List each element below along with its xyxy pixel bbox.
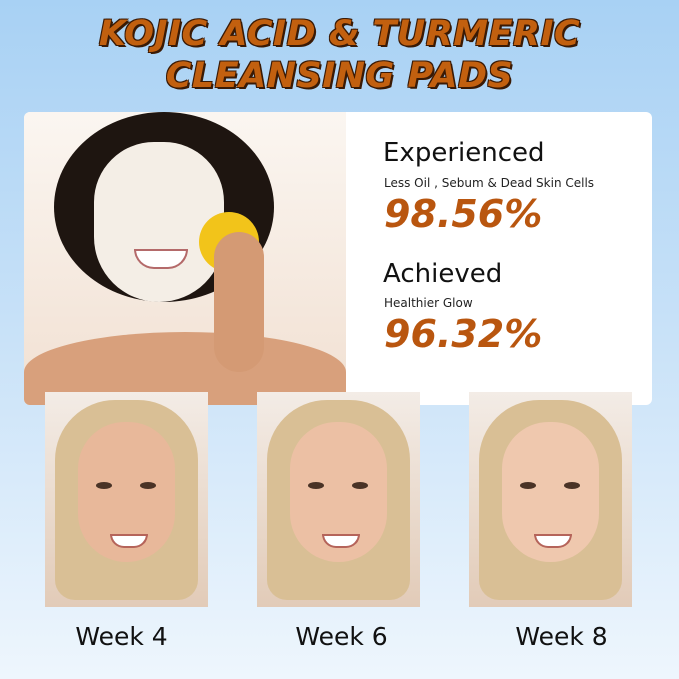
title-line-2: CLEANSING PADS xyxy=(165,56,514,96)
week-label: Week 4 xyxy=(75,622,168,651)
week-label: Week 8 xyxy=(515,622,608,651)
stat-subtitle: Healthier Glow xyxy=(384,296,473,310)
stat-heading: Experienced xyxy=(383,138,545,168)
week-8-photo xyxy=(469,392,632,607)
week-4-photo xyxy=(45,392,208,607)
title-line-1: KOJIC ACID & TURMERIC xyxy=(98,14,581,54)
stat-subtitle: Less Oil , Sebum & Dead Skin Cells xyxy=(384,176,595,190)
stat-heading: Achieved xyxy=(383,259,503,289)
stats-card: Experienced Less Oil , Sebum & Dead Skin… xyxy=(24,112,652,405)
week-label: Week 6 xyxy=(295,622,388,651)
stat-value: 96.32% xyxy=(384,312,543,356)
woman-with-mask-photo xyxy=(24,112,346,405)
week-6-photo xyxy=(257,392,420,607)
stat-value: 98.56% xyxy=(384,192,543,236)
